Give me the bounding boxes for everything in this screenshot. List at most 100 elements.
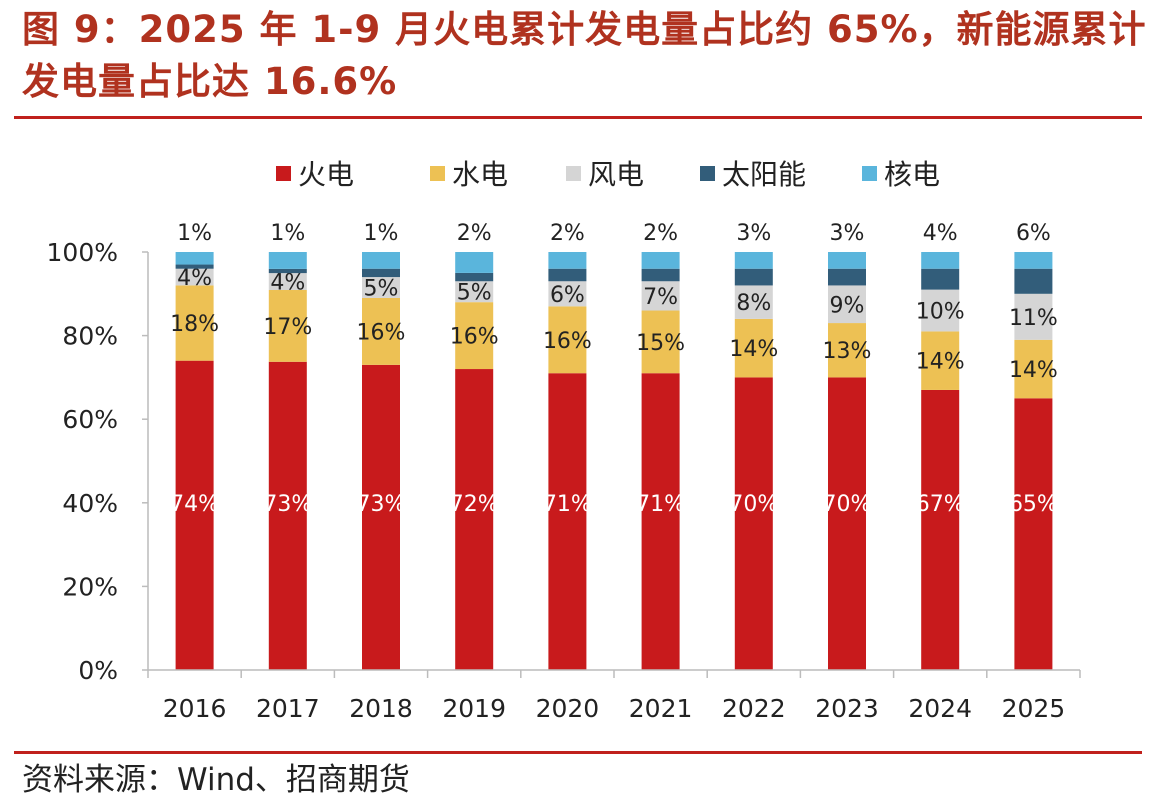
- bar-segment: [455, 272, 494, 282]
- data-label: 14%: [916, 350, 965, 375]
- bar-segment: [362, 277, 400, 298]
- x-tick-label: 2021: [629, 694, 693, 723]
- bar-segment: [921, 289, 960, 332]
- bar-segment: [268, 268, 307, 274]
- bar-segment: [175, 360, 214, 670]
- legend-swatch: [700, 166, 715, 181]
- bar-segment: [828, 323, 866, 378]
- x-tick-label: 2016: [163, 694, 227, 723]
- legend-item: 核电: [862, 158, 940, 191]
- bar-segment: [921, 252, 960, 269]
- legend-label: 太阳能: [722, 158, 806, 191]
- bar-segment: [641, 373, 680, 670]
- legend-item: 水电: [430, 158, 508, 191]
- data-label: 72%: [450, 492, 499, 517]
- bar-segment: [548, 306, 587, 374]
- bar-segment: [921, 268, 960, 290]
- bar-segment: [362, 252, 400, 269]
- bar-segment: [641, 268, 680, 282]
- bar-stack-2022: 70% 14% 8% 3%: [729, 221, 778, 670]
- legend-item: 风电: [566, 158, 644, 191]
- bar-segment: [548, 281, 587, 307]
- bar-segment: [1014, 339, 1053, 399]
- bar-stack-2025: 65% 14% 11% 6%: [1009, 221, 1058, 670]
- data-label: 3%: [736, 221, 771, 246]
- bar-segment: [175, 285, 214, 361]
- y-tick-label: 80%: [62, 322, 118, 351]
- bar-stack-2019: 72% 16% 5% 2%: [450, 221, 499, 670]
- legend: 火电 水电 风电 太阳能 核电: [276, 158, 940, 191]
- bar-segment: [455, 281, 494, 303]
- data-label: 73%: [357, 492, 406, 517]
- bar-segment: [362, 297, 400, 365]
- data-label: 3%: [830, 221, 865, 246]
- bar-segment: [1014, 293, 1053, 340]
- title-divider: [14, 116, 1142, 119]
- bar-segment: [362, 364, 400, 670]
- legend-label: 水电: [452, 158, 508, 191]
- data-label: 18%: [170, 312, 219, 337]
- bar-segment: [921, 389, 960, 670]
- x-tick-label: 2022: [722, 694, 786, 723]
- bar-stack-2017: 73% 17% 4% 1%: [263, 221, 312, 670]
- bar-segment: [641, 252, 680, 269]
- bar-segment: [828, 252, 866, 269]
- bar-segment: [734, 252, 773, 269]
- data-label: 9%: [830, 293, 865, 318]
- data-label: 10%: [916, 300, 965, 325]
- legend-swatch: [430, 166, 445, 181]
- bars: 74% 18% 4% 1% 73% 17% 4% 1% 73% 16% 5% 1% 72% 16% 5% 2%…: [170, 221, 1058, 670]
- x-tick-label: 2018: [349, 694, 413, 723]
- data-label: 2%: [457, 221, 492, 246]
- bar-segment: [175, 264, 214, 269]
- bar-segment: [1014, 398, 1053, 670]
- data-label: 70%: [823, 492, 872, 517]
- legend-item: 火电: [276, 158, 354, 191]
- y-tick-label: 20%: [62, 572, 118, 601]
- bar-stack-2020: 71% 16% 6% 2%: [543, 221, 592, 670]
- y-tick-label: 60%: [62, 405, 118, 434]
- data-label: 67%: [916, 492, 965, 517]
- bar-segment: [268, 290, 307, 362]
- legend-label: 核电: [884, 158, 940, 191]
- data-label: 4%: [270, 271, 305, 296]
- y-tick-label: 40%: [62, 489, 118, 518]
- bar-segment: [455, 369, 494, 670]
- bar-segment: [734, 268, 773, 286]
- bar-segment: [548, 268, 587, 282]
- data-label: 65%: [1009, 492, 1058, 517]
- bar-segment: [828, 268, 866, 286]
- bar-segment: [828, 377, 866, 670]
- x-tick-label: 2017: [256, 694, 320, 723]
- data-label: 16%: [450, 325, 499, 350]
- data-label: 2%: [643, 221, 678, 246]
- x-axis: 2016 2017 2018 2019 2020 2021 2022 2023 2024 2025: [147, 669, 1081, 723]
- y-tick-label: 0%: [78, 656, 118, 685]
- legend-swatch: [276, 166, 291, 181]
- chart-title: 图 9：2025 年 1-9 月火电累计发电量占比约 65%，新能源累计发电量占…: [22, 8, 1147, 103]
- data-label: 71%: [543, 492, 592, 517]
- bar-segment: [268, 252, 307, 269]
- data-label: 14%: [729, 337, 778, 362]
- x-tick-label: 2020: [536, 694, 600, 723]
- source-note: 资料来源：Wind、招商期货: [22, 762, 410, 798]
- bar-segment: [268, 273, 307, 290]
- data-label: 1%: [270, 221, 305, 246]
- bar-segment: [548, 252, 587, 269]
- bar-segment: [1014, 268, 1053, 294]
- legend-swatch: [566, 166, 581, 181]
- data-label: 17%: [263, 315, 312, 340]
- bar-segment: [734, 377, 773, 670]
- x-tick-label: 2019: [442, 694, 506, 723]
- bar-segment: [455, 252, 494, 273]
- data-label: 5%: [457, 281, 492, 306]
- bar-segment: [921, 331, 960, 390]
- data-label: 2%: [550, 221, 585, 246]
- bar-segment: [362, 268, 400, 278]
- x-tick-label: 2024: [908, 694, 972, 723]
- bar-segment: [641, 281, 680, 311]
- data-label: 74%: [170, 492, 219, 517]
- data-label: 4%: [177, 266, 212, 291]
- data-label: 15%: [636, 331, 685, 356]
- stacked-bar-chart: 火电 水电 风电 太阳能 核电 0% 20% 40% 60% 80% 100% 74% 18% 4% 1…: [47, 158, 1081, 723]
